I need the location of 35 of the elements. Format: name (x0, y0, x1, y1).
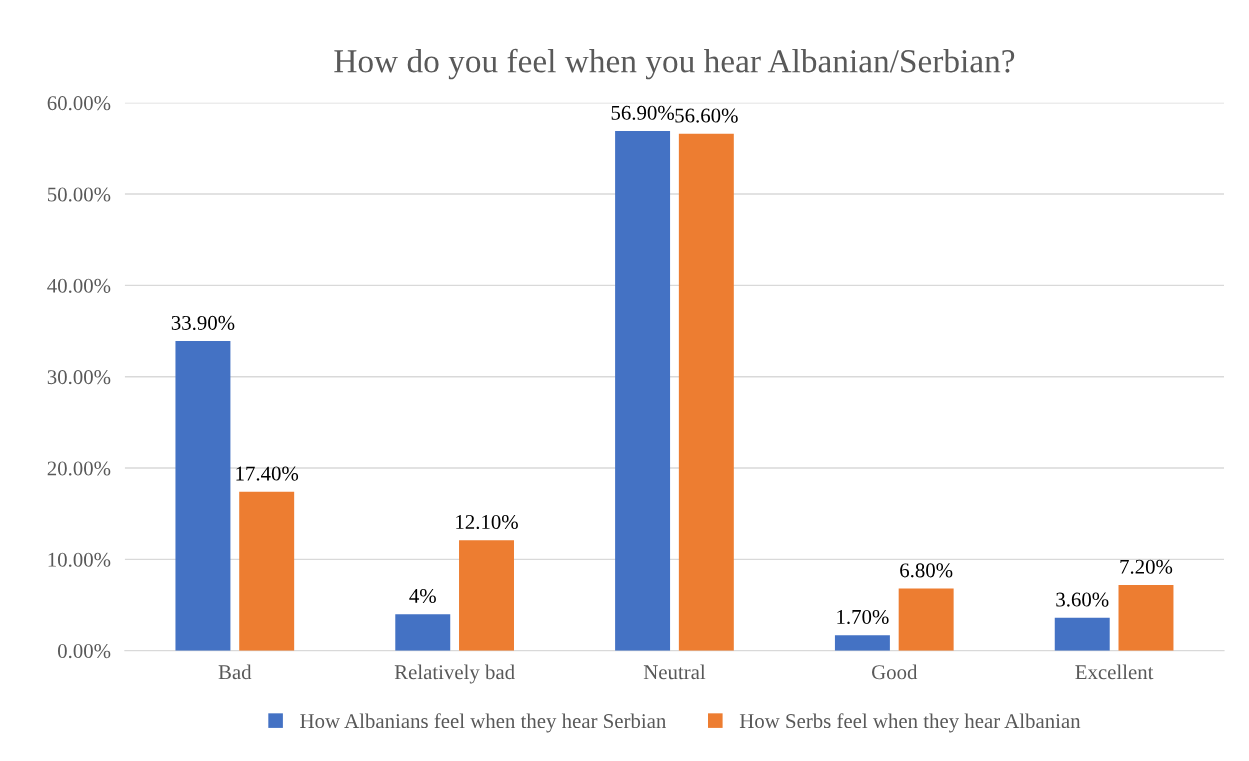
bar (1118, 584, 1174, 651)
y-tick-label: 20.00% (47, 461, 111, 476)
data-label: 3.60% (1056, 592, 1109, 607)
bar (395, 614, 451, 651)
y-tick-label: 30.00% (47, 370, 111, 385)
x-tick-label: Excellent (1075, 664, 1154, 680)
data-label: 33.90% (171, 315, 235, 330)
bar (898, 588, 954, 651)
y-tick-label: 0.00% (57, 644, 111, 659)
bar (834, 635, 890, 651)
y-tick-label: 60.00% (47, 96, 111, 111)
x-tick-label: Relatively bad (394, 664, 515, 684)
data-label: 7.20% (1120, 559, 1173, 574)
bar (615, 131, 671, 651)
y-tick-label: 10.00% (48, 552, 111, 567)
x-tick-label: Neutral (643, 664, 706, 680)
bar (459, 540, 514, 651)
x-tick-label: Bad (218, 664, 252, 680)
bar (678, 133, 734, 651)
data-label: 1.70% (837, 609, 889, 625)
legend-label: How Albanians feel when they hear Serbian (300, 713, 667, 733)
data-label: 56.60% (675, 108, 738, 123)
chart-title: How do you feel when you hear Albanian/Serbian? (334, 48, 1015, 80)
data-label: 17.40% (236, 466, 299, 481)
bar (175, 341, 231, 651)
data-label: 4% (409, 588, 436, 604)
legend-label: How Serbs feel when they hear Albanian (739, 713, 1081, 733)
bar (239, 491, 295, 651)
bar (1054, 617, 1110, 651)
data-label: 6.80% (900, 563, 953, 578)
x-tick-label: Good (871, 664, 918, 680)
y-tick-label: 40.00% (47, 278, 111, 293)
data-label: 12.10% (456, 514, 518, 530)
data-label: 56.90% (611, 105, 674, 120)
y-tick-label: 50.00% (47, 187, 111, 202)
